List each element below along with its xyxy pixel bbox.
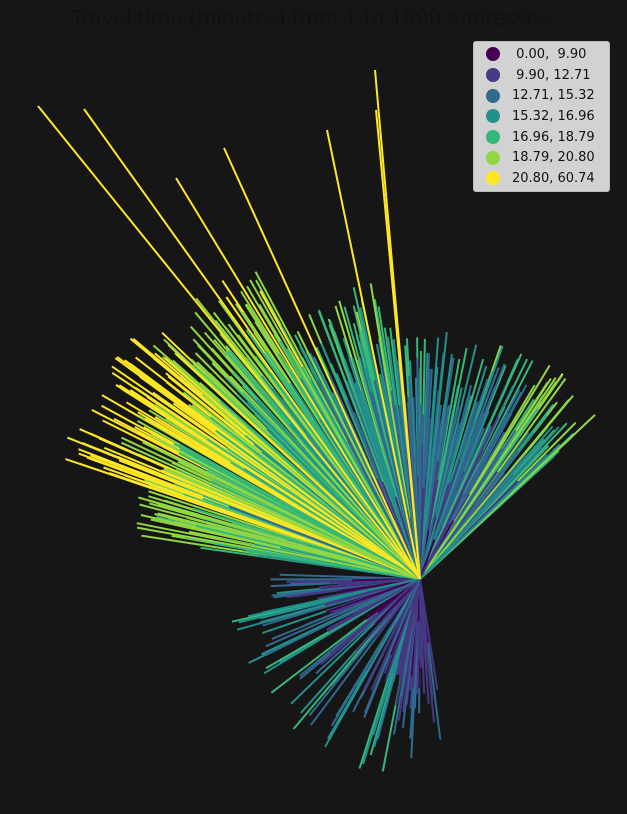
legend-entry: 9.90, 12.71 bbox=[474, 65, 609, 86]
travel-route-line bbox=[419, 377, 557, 580]
travel-route-line bbox=[343, 359, 421, 580]
travel-route-line bbox=[384, 578, 421, 682]
travel-route-line bbox=[175, 177, 421, 580]
travel-route-line bbox=[265, 578, 421, 648]
travel-route-line bbox=[419, 426, 560, 580]
travel-route-line bbox=[324, 578, 421, 748]
legend-swatch-icon bbox=[486, 88, 500, 103]
travel-route-line bbox=[402, 578, 421, 713]
chart-title: Travel time (minutes) from 1 to 1000 add… bbox=[71, 6, 556, 30]
legend-label: 18.79, 20.80 bbox=[512, 150, 595, 166]
travel-route-line bbox=[419, 487, 425, 580]
travel-route-line bbox=[246, 424, 421, 580]
legend-entry: 15.32, 16.96 bbox=[474, 106, 609, 127]
legend-label: 0.00, 9.90 bbox=[512, 46, 587, 62]
travel-route-line bbox=[419, 332, 448, 580]
travel-route-line bbox=[419, 578, 436, 723]
travel-route-line bbox=[245, 550, 421, 580]
travel-route-line bbox=[111, 365, 421, 580]
legend-entry: 0.00, 9.90 bbox=[474, 44, 609, 65]
travel-route-line bbox=[326, 129, 421, 580]
legend-label: 20.80, 60.74 bbox=[512, 170, 595, 186]
travel-route-line bbox=[136, 522, 421, 580]
legend-swatch-icon bbox=[486, 47, 500, 62]
travel-route-line bbox=[247, 578, 421, 618]
legend-label: 15.32, 16.96 bbox=[512, 108, 595, 124]
legend-entry: 12.71, 15.32 bbox=[474, 85, 609, 106]
travel-route-line bbox=[419, 443, 561, 580]
legend-entry: 18.79, 20.80 bbox=[474, 147, 609, 168]
travel-route-line bbox=[375, 109, 421, 580]
travel-route-line bbox=[171, 507, 421, 580]
legend-label: 9.90, 12.71 bbox=[512, 67, 591, 83]
travel-route-line bbox=[167, 468, 421, 580]
travel-route-line bbox=[249, 279, 421, 580]
legend-label: 12.71, 15.32 bbox=[512, 88, 595, 104]
travel-route-line bbox=[337, 578, 421, 585]
legend-swatch-icon bbox=[486, 171, 500, 186]
travel-route-line bbox=[419, 578, 439, 691]
legend-entry: 16.96, 18.79 bbox=[474, 127, 609, 148]
legend: 0.00, 9.90 9.90, 12.71 12.71, 15.32 15.32,… bbox=[473, 41, 610, 192]
legend-label: 16.96, 18.79 bbox=[512, 129, 595, 145]
travel-route-line bbox=[408, 376, 421, 580]
legend-swatch-icon bbox=[486, 150, 500, 165]
travel-route-line bbox=[386, 336, 421, 580]
travel-route-line bbox=[419, 353, 523, 580]
travel-route-line bbox=[419, 405, 460, 580]
travel-route-line bbox=[67, 436, 421, 580]
travel-route-line bbox=[229, 375, 421, 580]
travel-route-line bbox=[327, 578, 421, 633]
travel-route-line bbox=[364, 578, 421, 713]
travel-route-line bbox=[201, 394, 421, 580]
travel-route-line bbox=[419, 363, 506, 580]
travel-route-line bbox=[178, 443, 421, 580]
travel-route-line bbox=[308, 578, 421, 717]
travel-route-line bbox=[155, 421, 421, 580]
lines-layer bbox=[37, 69, 596, 772]
legend-entry: 20.80, 60.74 bbox=[474, 168, 609, 189]
travel-route-line bbox=[316, 380, 421, 580]
travel-route-line bbox=[192, 507, 421, 580]
travel-route-line bbox=[265, 351, 421, 580]
travel-route-line bbox=[419, 523, 451, 580]
legend-swatch-icon bbox=[486, 130, 500, 145]
travel-route-line bbox=[129, 362, 421, 580]
travel-route-line bbox=[235, 393, 421, 580]
legend-swatch-icon bbox=[486, 68, 500, 83]
travel-route-line bbox=[374, 578, 421, 640]
travel-route-line bbox=[419, 578, 423, 668]
travel-route-line bbox=[396, 578, 421, 676]
travel-route-line bbox=[118, 384, 421, 580]
travel-route-line bbox=[37, 105, 421, 580]
travel-route-line bbox=[223, 147, 421, 580]
travel-route-line bbox=[203, 331, 421, 580]
travel-route-line bbox=[175, 353, 421, 580]
travel-route-line bbox=[419, 423, 443, 580]
travel-route-line bbox=[180, 458, 421, 580]
travel-route-line bbox=[320, 578, 421, 666]
travel-route-line bbox=[157, 512, 421, 580]
travel-route-line bbox=[265, 578, 421, 656]
travel-route-line bbox=[83, 108, 421, 580]
travel-route-line bbox=[419, 399, 570, 580]
travel-route-line bbox=[419, 337, 440, 580]
travel-route-line bbox=[419, 408, 469, 580]
travel-route-line bbox=[325, 578, 421, 613]
legend-swatch-icon bbox=[486, 109, 500, 124]
